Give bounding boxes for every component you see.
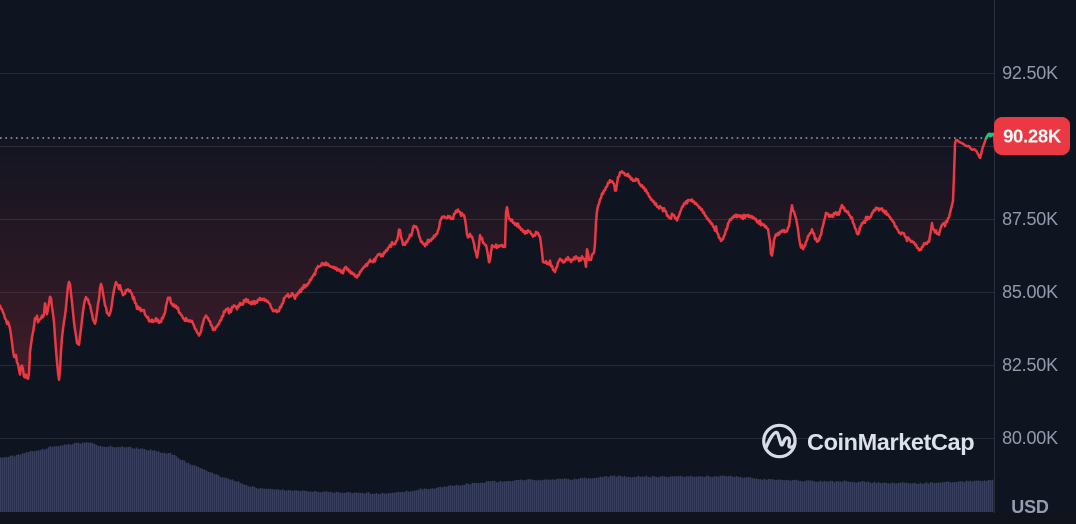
svg-text:82.50K: 82.50K [1002,355,1058,375]
svg-text:USD: USD [1011,497,1049,517]
svg-text:92.50K: 92.50K [1002,63,1058,83]
svg-text:87.50K: 87.50K [1002,209,1058,229]
svg-text:85.00K: 85.00K [1002,282,1058,302]
svg-text:90.28K: 90.28K [1003,126,1062,147]
svg-text:CoinMarketCap: CoinMarketCap [807,429,974,455]
svg-text:80.00K: 80.00K [1002,428,1058,448]
